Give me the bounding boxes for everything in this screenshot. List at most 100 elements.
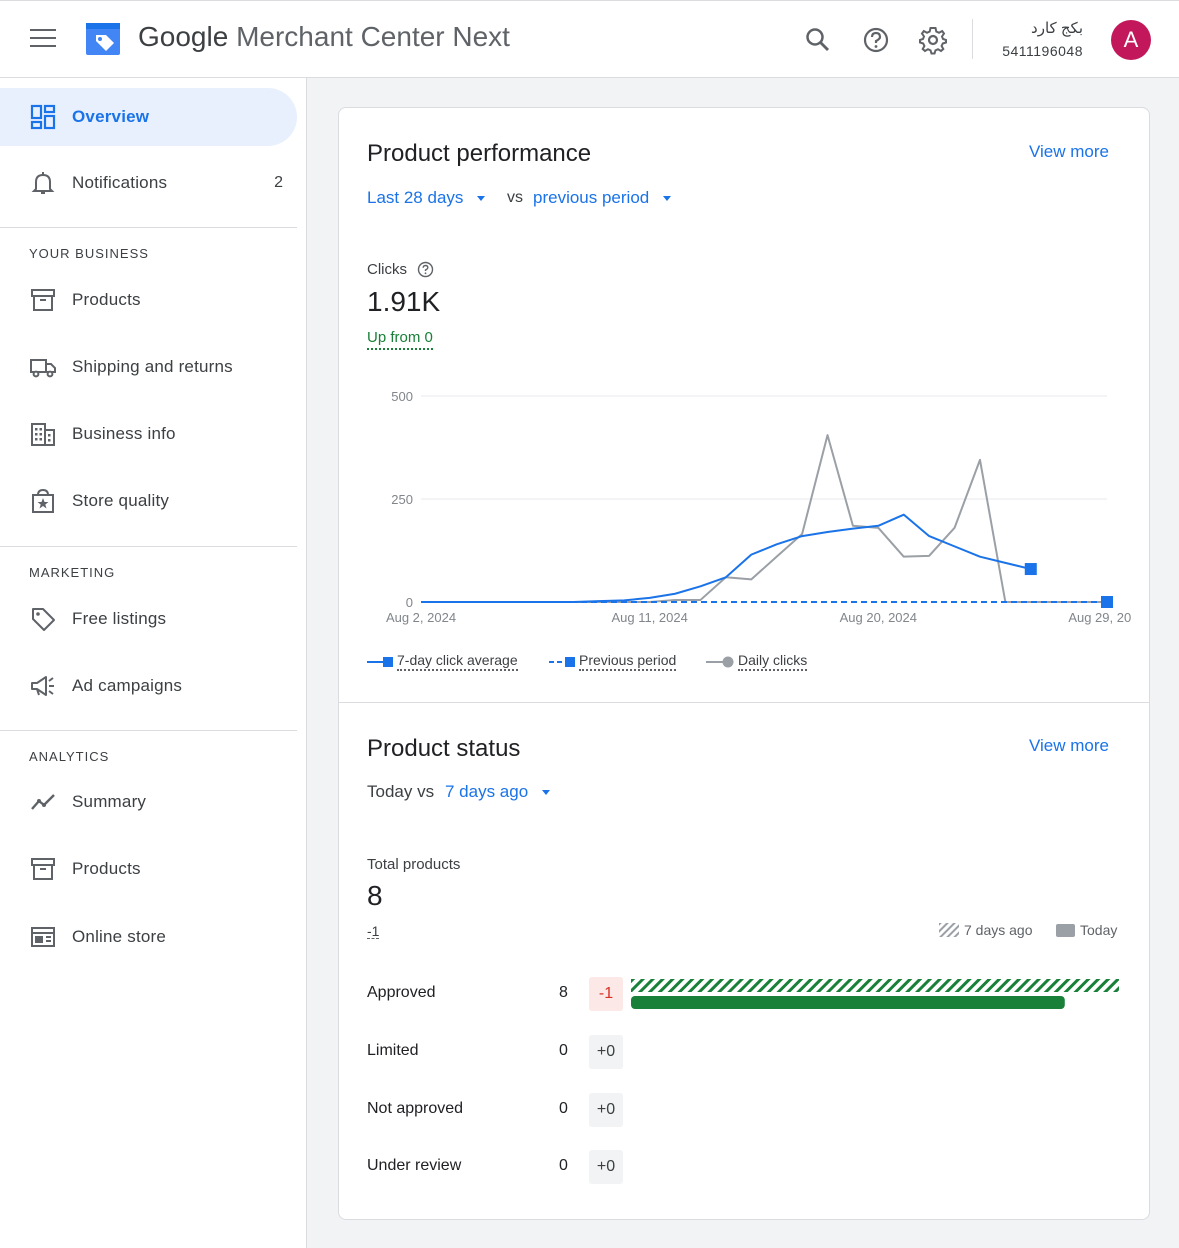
building-icon [31,423,55,446]
status-bars [631,979,1119,1009]
sidebar-item-summary[interactable]: Summary [0,773,297,831]
y-tick-label: 250 [391,492,413,507]
legend-label: 7-day click average [397,652,518,671]
legend-item-previous-period[interactable]: Previous period [549,652,677,671]
sidebar-item-ad-campaigns[interactable]: Ad campaigns [0,657,297,715]
sidebar-item-products[interactable]: Products [0,271,297,329]
product-status-title: Product status [367,735,521,762]
status-label: Approved [367,984,436,1001]
megaphone-icon [31,676,54,696]
key-7-days-ago: 7 days ago [939,922,1033,938]
legend-item-daily-clicks[interactable]: Daily clicks [706,652,808,671]
x-tick-label: Aug 11, 2024 [611,610,687,625]
key-label: 7 days ago [964,922,1033,938]
status-view-more-link[interactable]: View more [1029,736,1109,755]
status-bars [631,1095,1121,1127]
menu-icon[interactable] [30,29,56,51]
x-tick-label: Aug 29, 2024 [1068,610,1131,625]
sidebar-item-label: Online store [72,927,167,946]
card-divider [339,702,1149,703]
settings-icon[interactable] [918,25,948,55]
status-count: 0 [559,1042,568,1059]
account-name[interactable]: بكج كارد [1031,20,1083,37]
sidebar-item-analytics-products[interactable]: Products [0,840,297,898]
x-tick-label: Aug 2, 2024 [386,610,456,625]
status-label: Limited [367,1042,419,1059]
notification-count: 2 [274,174,283,191]
status-label: Under review [367,1157,462,1174]
sidebar-item-label: Store quality [72,491,170,510]
chevron-down-icon [663,196,672,202]
hatched-swatch [939,923,959,937]
status-compare-dropdown[interactable]: 7 days ago [445,782,551,802]
status-count: 0 [559,1100,568,1117]
clicks-change-indicator[interactable]: Up from 0 [367,329,433,350]
sidebar-item-online-store[interactable]: Online store [0,908,297,966]
status-bars [631,1152,1121,1184]
legend-swatch-dashed-blue [549,656,575,667]
vs-label: vs [507,189,523,206]
series-end-marker [1024,563,1037,576]
compare-period-dropdown[interactable]: previous period [533,188,672,208]
status-change-badge: +0 [589,1150,623,1184]
chevron-down-icon [542,790,551,796]
help-icon[interactable] [417,261,434,278]
compare-period-value: previous period [533,188,650,207]
sidebar-item-label: Business info [72,424,176,443]
app-title: Google Merchant Center Next [138,21,510,52]
legend-swatch-grey [706,656,734,667]
status-row-under-review[interactable]: Under review 0 +0 [367,1150,1127,1184]
overview-card: Product performance View more Last 28 da… [338,107,1150,1220]
store-badge-icon [32,488,54,513]
sidebar-item-label: Shipping and returns [72,357,233,376]
bell-icon [31,172,55,194]
date-range-dropdown[interactable]: Last 28 days [367,188,486,208]
search-icon[interactable] [803,25,833,55]
date-range-value: Last 28 days [367,188,464,207]
status-row-approved[interactable]: Approved 8 -1 [367,977,1127,1011]
key-label: Today [1080,922,1118,938]
today-vs-label: Today vs [367,782,435,801]
section-heading-analytics: ANALYTICS [29,749,110,764]
sidebar-item-store-quality[interactable]: Store quality [0,472,297,530]
clicks-metric-label: Clicks [367,261,407,278]
sidebar-item-free-listings[interactable]: Free listings [0,590,297,648]
solid-swatch [1056,923,1075,937]
sidebar-item-label: Ad campaigns [72,676,183,695]
sidebar-divider [0,546,297,547]
sidebar-item-business-info[interactable]: Business info [0,405,297,463]
status-change-badge: -1 [589,977,623,1011]
archive-icon [31,289,55,311]
sidebar-divider [0,227,297,228]
sidebar-item-overview[interactable]: Overview [0,88,297,146]
total-products-label: Total products [367,856,461,873]
total-products-value: 8 [367,880,383,911]
y-tick-label: 0 [406,595,413,610]
status-change-badge: +0 [589,1035,623,1069]
sidebar-item-label: Products [72,290,141,309]
status-label: Not approved [367,1100,464,1117]
bar-7-days-ago [631,979,1119,992]
x-tick-label: Aug 20, 2024 [840,610,917,625]
status-count: 0 [559,1157,568,1174]
sidebar-item-shipping-and-returns[interactable]: Shipping and returns [0,338,297,396]
section-heading-marketing: MARKETING [29,565,116,580]
header-divider [972,19,973,59]
status-change-badge: +0 [589,1093,623,1127]
legend-item-7-day-average[interactable]: 7-day click average [367,652,518,671]
section-heading-your-business: YOUR BUSINESS [29,246,149,261]
performance-view-more-link[interactable]: View more [1029,142,1109,161]
status-row-not-approved[interactable]: Not approved 0 +0 [367,1093,1127,1127]
total-products-change[interactable]: -1 [367,923,380,939]
sidebar-item-notifications[interactable]: Overview Notifications 2 [0,154,297,212]
avatar[interactable]: A [1111,20,1151,60]
web-icon [31,927,55,947]
legend-swatch-solid-blue [367,656,393,667]
status-bars [631,1037,1121,1069]
help-icon[interactable] [861,25,891,55]
sidebar-item-label: Overview [72,107,150,126]
status-count: 8 [559,984,568,1001]
sidebar-item-label: Notifications [72,173,168,192]
account-id[interactable]: 5411196048 [1002,43,1083,59]
status-row-limited[interactable]: Limited 0 +0 [367,1035,1127,1069]
